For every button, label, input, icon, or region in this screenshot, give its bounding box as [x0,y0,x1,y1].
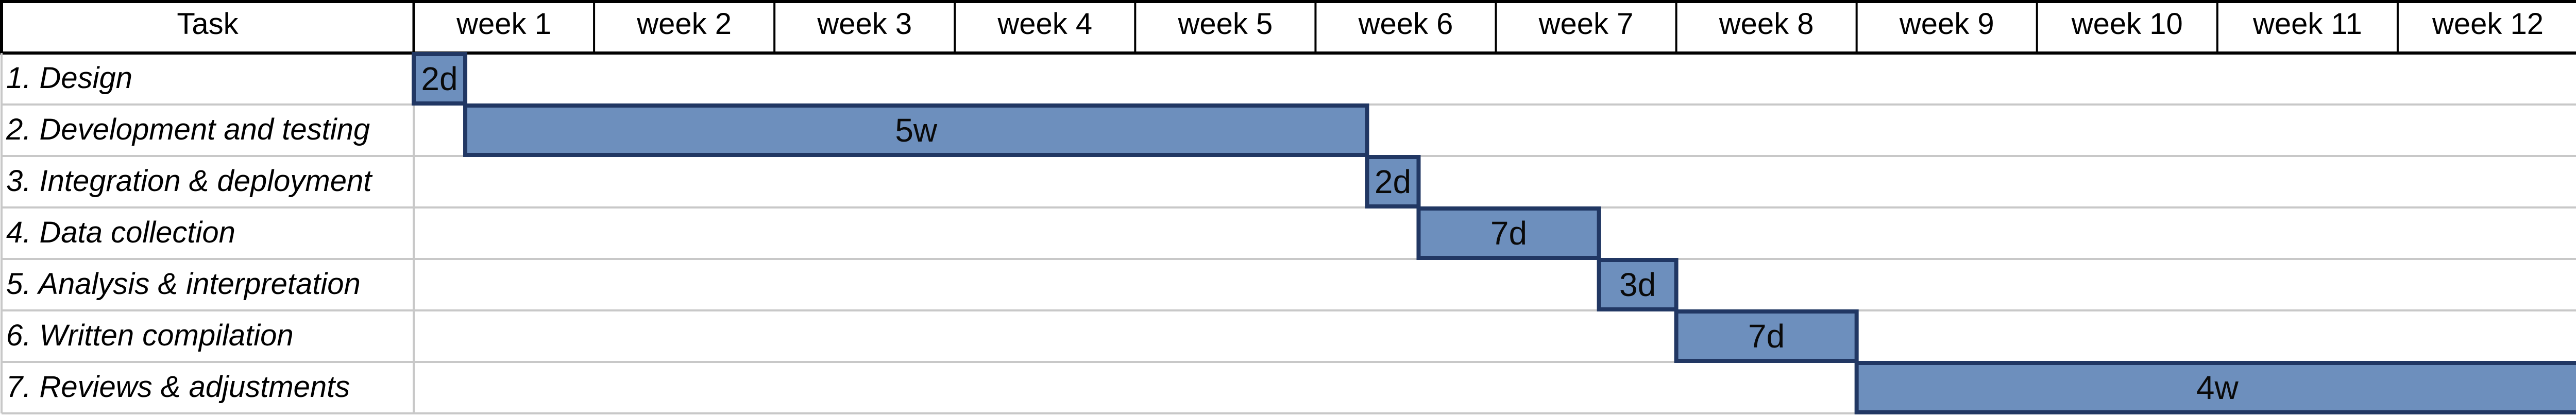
task-label: 3. Integration & deployment [6,164,373,198]
chart-header: Task week 1 week 2 week 3 week 4 week 5 week 6… [0,0,2576,55]
period-label: week 3 [817,7,912,41]
period-label: week 12 [2432,7,2544,41]
task-bar [1365,155,1421,208]
task-bar [412,52,468,106]
period-label: week 11 [2252,7,2362,41]
task-duration-label: 5w [895,112,938,149]
task-duration-label: 7d [1748,318,1785,355]
task-label: 5. Analysis & interpretation [6,267,361,301]
task-duration-label: 7d [1490,215,1527,252]
task-duration-label: 2d [421,60,457,97]
task-column-header: Task [177,7,239,41]
task-label: 2. Development and testing [6,113,370,146]
task-bar [463,103,1369,157]
task-bar [1854,361,2576,414]
header-frame [0,0,2576,55]
period-label: week 1 [456,7,551,41]
task-bars: 2d 5w 2d 7d 3d 7d 4w [412,52,2576,414]
task-label: 6. Written compilation [6,319,294,352]
task-label: 1. Design [6,61,132,95]
task-duration-label: 4w [2196,369,2239,406]
period-label: week 6 [1358,7,1453,41]
task-bar [1674,309,1859,363]
period-label: week 10 [2071,7,2183,41]
task-label: 7. Reviews & adjustments [6,370,350,404]
period-label: week 7 [1538,7,1634,41]
task-label: 4. Data collection [6,216,235,249]
period-label: week 8 [1719,7,1814,41]
task-bar [1416,206,1601,260]
period-label: week 5 [1177,7,1273,41]
task-bar [1597,258,1679,311]
task-duration-label: 3d [1619,266,1656,303]
period-label: week 4 [997,7,1092,41]
task-duration-label: 2d [1375,163,1411,200]
task-rows: 1. Design 2. Development and testing 3. In… [6,61,373,404]
period-label: week 9 [1899,7,1994,41]
period-label: week 2 [636,7,732,41]
